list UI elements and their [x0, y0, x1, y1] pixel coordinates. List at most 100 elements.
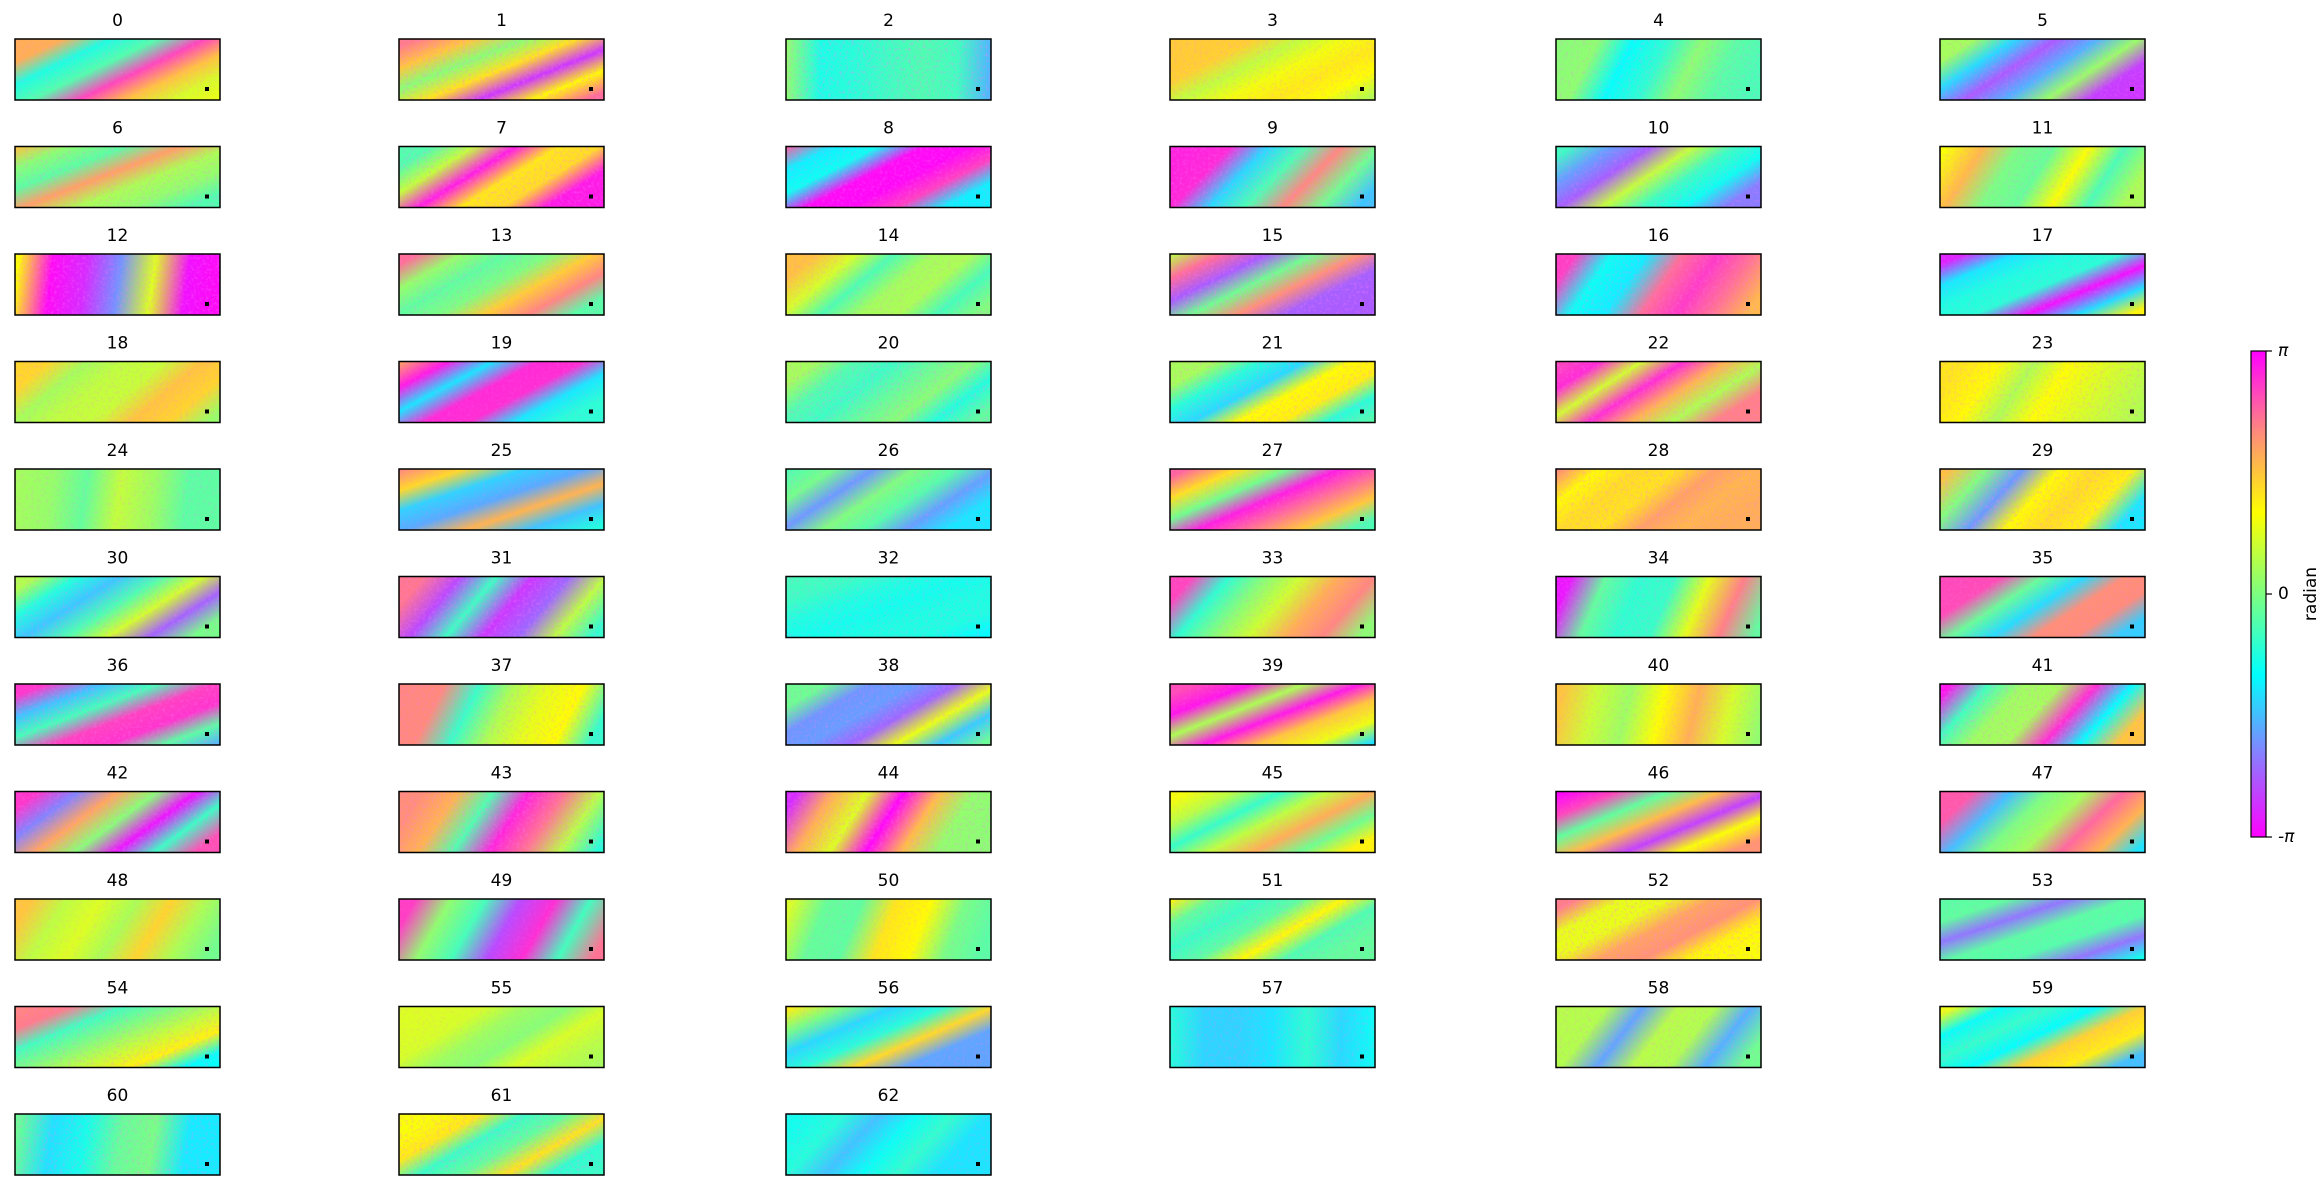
panel-frame: [1169, 468, 1376, 531]
panel-title: 50: [878, 871, 900, 891]
phase-noise: [1556, 39, 1761, 100]
phase-noise: [15, 39, 220, 100]
phase-noise: [1940, 791, 2145, 853]
interferogram-panel: [14, 898, 221, 961]
reference-point: [205, 1054, 209, 1059]
panel-title: 52: [1648, 871, 1670, 891]
reference-point: [1360, 517, 1364, 521]
reference-point: [976, 1054, 980, 1059]
panel-frame: [1169, 38, 1376, 101]
panel-frame: [14, 38, 221, 101]
panel-frame: [398, 1113, 605, 1176]
panel-title: 26: [878, 441, 900, 461]
phase-noise: [1940, 469, 2145, 530]
phase-noise: [15, 146, 220, 208]
reference-point: [976, 1162, 980, 1166]
panel-title: 11: [2032, 119, 2054, 139]
interferogram-panel: [785, 898, 992, 961]
panel-frame: [785, 145, 992, 209]
panel-frame: [785, 360, 992, 424]
panel-title: 4: [1653, 11, 1664, 31]
phase-noise: [786, 469, 991, 530]
phase-noise: [399, 1006, 604, 1068]
reference-point: [205, 87, 209, 91]
reference-point: [976, 624, 980, 629]
panel-frame: [14, 898, 221, 961]
phase-noise: [15, 684, 220, 745]
reference-point: [2130, 947, 2134, 951]
phase-noise: [1556, 576, 1761, 638]
panel-title: 16: [1648, 226, 1670, 246]
reference-point: [976, 302, 980, 306]
reference-point: [589, 194, 593, 199]
reference-point: [976, 409, 980, 414]
interferogram-panel: [398, 253, 605, 316]
reference-point: [589, 87, 593, 91]
panel-frame: [785, 1005, 992, 1069]
panel-frame: [1169, 898, 1376, 961]
panel-title: 36: [107, 656, 129, 676]
interferogram-panel: [1939, 145, 2146, 209]
interferogram-panel: [398, 898, 605, 961]
panel-frame: [1939, 575, 2146, 639]
panel-title: 1: [496, 11, 507, 31]
interferogram-panel: [1169, 360, 1376, 424]
panel-frame: [14, 468, 221, 531]
panel-frame: [1939, 38, 2146, 101]
phase-noise: [1556, 254, 1761, 315]
panel-frame: [1939, 683, 2146, 746]
reference-point: [205, 517, 209, 521]
panel-title: 15: [1262, 226, 1284, 246]
colorbar-label: radian: [2301, 567, 2321, 621]
reference-point: [1360, 409, 1364, 414]
phase-noise: [1170, 469, 1375, 530]
panel-title: 23: [2032, 334, 2054, 354]
panel-frame: [398, 38, 605, 101]
reference-point: [1746, 839, 1750, 844]
panel-frame: [785, 1113, 992, 1176]
reference-point: [205, 302, 209, 306]
interferogram-panel: [398, 145, 605, 209]
panel-frame: [1939, 145, 2146, 209]
interferogram-panel: [1169, 1005, 1376, 1069]
reference-point: [1360, 624, 1364, 629]
reference-point: [2130, 624, 2134, 629]
phase-noise: [1170, 576, 1375, 638]
panel-frame: [398, 253, 605, 316]
reference-point: [1746, 194, 1750, 199]
phase-noise: [1170, 684, 1375, 745]
panel-title: 58: [1648, 979, 1670, 999]
reference-point: [976, 87, 980, 91]
interferogram-panel: [1939, 575, 2146, 639]
panel-frame: [1169, 1005, 1376, 1069]
panel-title: 17: [2032, 226, 2054, 246]
panel-title: 51: [1262, 871, 1284, 891]
interferogram-panel: [1555, 575, 1762, 639]
panel-title: 31: [491, 549, 513, 569]
reference-point: [1360, 947, 1364, 951]
phase-noise: [399, 791, 604, 853]
panel-frame: [14, 253, 221, 316]
panel-title: 55: [491, 979, 513, 999]
interferogram-panel: [14, 1113, 221, 1176]
interferogram-panel: [785, 1005, 992, 1069]
interferogram-panel: [14, 790, 221, 854]
panel-frame: [1939, 468, 2146, 531]
panel-frame: [1169, 683, 1376, 746]
reference-point: [1360, 87, 1364, 91]
reference-point: [976, 839, 980, 844]
reference-point: [205, 1162, 209, 1166]
interferogram-panel: [785, 790, 992, 854]
phase-noise: [1940, 1006, 2145, 1068]
panel-title: 48: [107, 871, 129, 891]
interferogram-panel: [1169, 253, 1376, 316]
interferogram-panel: [1169, 683, 1376, 746]
panel-title: 47: [2032, 764, 2054, 784]
phase-noise: [1170, 1006, 1375, 1068]
panel-title: 7: [496, 119, 507, 139]
panel-title: 13: [491, 226, 513, 246]
panel-frame: [785, 253, 992, 316]
panel-title: 39: [1262, 656, 1284, 676]
panel-title: 3: [1267, 11, 1278, 31]
